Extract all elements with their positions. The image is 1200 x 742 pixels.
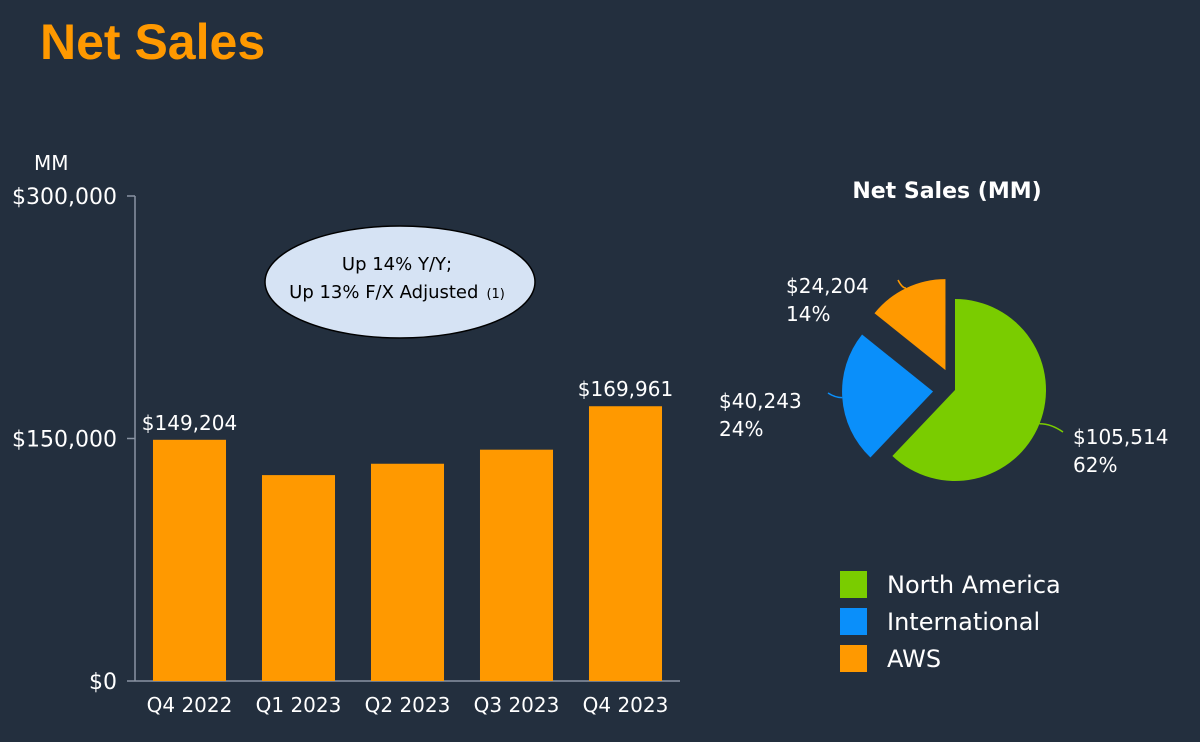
legend-label-north-america: North America <box>887 570 1061 599</box>
pie-leader-north-america <box>1039 422 1064 433</box>
legend-item-aws: AWS <box>840 640 1061 677</box>
y-tick-label-0: $0 <box>89 670 117 695</box>
bar-q1-2023 <box>261 475 336 681</box>
legend-swatch-international <box>840 608 867 635</box>
pie-percent-label-aws: 14% <box>786 302 830 326</box>
pie-leader-aws <box>897 279 907 289</box>
x-tick-label-q2-2023: Q2 2023 <box>365 693 451 717</box>
legend-label-aws: AWS <box>887 644 942 673</box>
y-tick-label-1: $150,000 <box>12 428 117 453</box>
pie-chart: Net Sales (MM) $105,514 62% $40,243 24% $24,… <box>719 179 1168 482</box>
pie-slice-north-america <box>892 299 1047 482</box>
legend-item-international: International <box>840 603 1061 640</box>
legend-swatch-north-america <box>840 571 867 598</box>
callout-line-1: Up 14% Y/Y; <box>342 254 452 275</box>
y-unit-label: MM <box>34 151 69 175</box>
pie-slices <box>842 279 1047 482</box>
pie-value-label-international: $40,243 <box>719 389 802 413</box>
pie-slice-aws <box>874 279 946 371</box>
pie-percent-label-north-america: 62% <box>1073 453 1117 477</box>
bar-q4-2022 <box>152 439 227 681</box>
bar-data-label-q4-2023: $169,961 <box>578 377 673 401</box>
pie-slice-international <box>842 334 934 458</box>
x-tick-label-q1-2023: Q1 2023 <box>256 693 342 717</box>
pie-percent-label-international: 24% <box>719 417 763 441</box>
bar-chart: MM $0 $150,000 $300,000 Q4 2022 Q1 2023 Q2 2… <box>12 151 680 717</box>
x-tick-label-q3-2023: Q3 2023 <box>474 693 560 717</box>
x-tick-label-q4-2022: Q4 2022 <box>147 693 233 717</box>
callout-line-2-text: Up 13% F/X Adjusted <box>289 282 478 303</box>
pie-legend: North America International AWS <box>840 566 1061 677</box>
pie-leader-international <box>827 392 843 399</box>
bar-data-label-q4-2022: $149,204 <box>142 411 237 435</box>
callout-line-2: Up 13% F/X Adjusted (1) <box>289 282 505 303</box>
legend-swatch-aws <box>840 645 867 672</box>
x-tick-label-q4-2023: Q4 2023 <box>583 693 669 717</box>
bar-q3-2023 <box>479 449 554 681</box>
callout-footnote: (1) <box>486 287 504 302</box>
page-title: Net Sales <box>40 14 266 70</box>
pie-value-label-aws: $24,204 <box>786 274 869 298</box>
y-tick-label-2: $300,000 <box>12 185 117 210</box>
legend-item-north-america: North America <box>840 566 1061 603</box>
pie-labels: $105,514 62% $40,243 24% $24,204 14% <box>719 274 1168 477</box>
bar-q2-2023 <box>370 463 445 681</box>
callout-bubble <box>264 225 536 339</box>
growth-callout: Up 14% Y/Y; Up 13% F/X Adjusted (1) <box>264 225 536 339</box>
x-axis-labels: Q4 2022 Q1 2023 Q2 2023 Q3 2023 Q4 2023 <box>147 693 669 717</box>
bar-data-labels: $149,204 $169,961 <box>142 377 673 435</box>
legend-label-international: International <box>887 607 1041 636</box>
pie-value-label-north-america: $105,514 <box>1073 425 1168 449</box>
bar-q4-2023 <box>588 406 663 681</box>
pie-title: Net Sales (MM) <box>852 179 1041 204</box>
y-axis-ticks: $0 $150,000 $300,000 <box>12 185 135 695</box>
bars <box>152 406 663 681</box>
